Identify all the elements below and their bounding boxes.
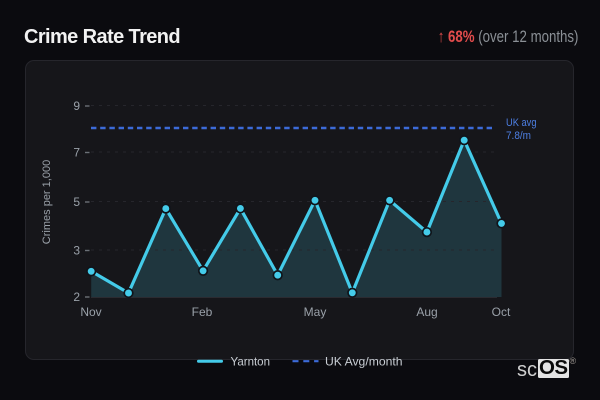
svg-text:UK Avg/month: UK Avg/month xyxy=(325,355,403,369)
svg-text:Crimes per 1,000: Crimes per 1,000 xyxy=(41,160,53,244)
svg-text:9: 9 xyxy=(73,99,80,113)
svg-text:Aug: Aug xyxy=(416,305,437,319)
svg-text:Oct: Oct xyxy=(492,305,511,319)
svg-text:Feb: Feb xyxy=(192,305,213,319)
svg-text:May: May xyxy=(304,305,327,319)
svg-text:Yarnton: Yarnton xyxy=(231,355,271,369)
svg-text:UK avg: UK avg xyxy=(506,117,537,129)
svg-text:3: 3 xyxy=(73,244,80,258)
svg-text:2: 2 xyxy=(73,290,80,304)
svg-text:7: 7 xyxy=(73,146,80,160)
svg-text:7.8/m: 7.8/m xyxy=(506,130,531,142)
svg-text:5: 5 xyxy=(73,195,80,209)
svg-text:Nov: Nov xyxy=(80,305,101,319)
